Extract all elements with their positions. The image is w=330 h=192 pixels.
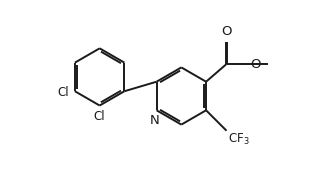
Text: N: N <box>149 114 159 127</box>
Text: O: O <box>221 25 232 38</box>
Text: O: O <box>250 58 261 70</box>
Text: Cl: Cl <box>58 86 69 99</box>
Text: Cl: Cl <box>94 110 106 123</box>
Text: CF$_3$: CF$_3$ <box>228 132 249 147</box>
